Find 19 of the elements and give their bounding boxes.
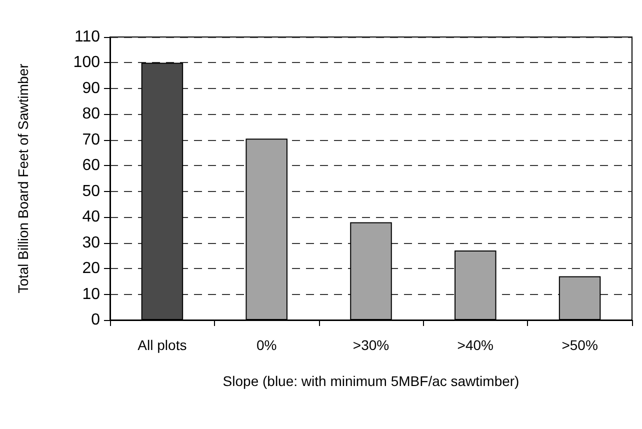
y-tick-label: 90: [82, 80, 100, 97]
y-tick-label: 30: [82, 234, 100, 252]
y-tick-label: 80: [82, 106, 100, 123]
y-tick-label: 0: [91, 312, 100, 328]
x-axis-title: Slope (blue: with minimum 5MBF/ac sawtimber): [222, 373, 520, 389]
x-tick-label: >40%: [457, 337, 494, 353]
y-tick-label: 110: [74, 28, 100, 46]
y-tick-label: 10: [82, 286, 100, 303]
y-tick-label: 100: [73, 54, 100, 72]
y-tick-label: 20: [82, 260, 100, 278]
y-tick-label: 70: [82, 131, 100, 148]
x-tick-label: >30%: [352, 337, 390, 353]
y-tick-label: 50: [82, 182, 100, 200]
y-tick-label: 40: [82, 208, 100, 226]
y-tick-label: 60: [82, 157, 100, 174]
x-tick-label: >50%: [562, 337, 598, 353]
x-tick-label: 0%: [256, 337, 277, 353]
x-tick-label: All plots: [138, 337, 187, 353]
y-axis-title: Total Billion Board Feet of Sawtimber: [15, 63, 31, 294]
